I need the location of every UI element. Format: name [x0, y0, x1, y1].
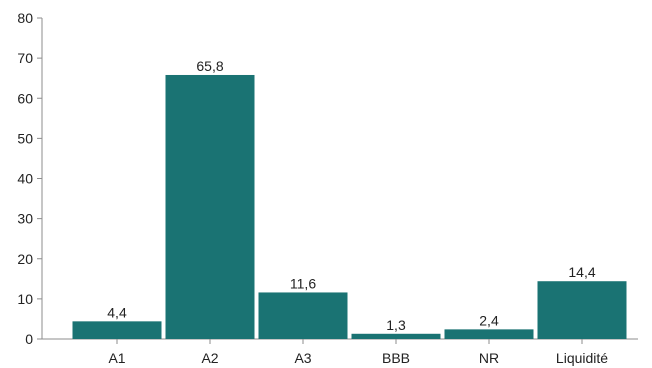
bar-a3 [258, 292, 348, 339]
y-tick-label: 10 [17, 291, 33, 307]
y-tick-label: 40 [17, 171, 33, 187]
bar-liquidité [537, 281, 627, 339]
x-tick-label: BBB [382, 350, 410, 366]
x-tick-label: A1 [108, 350, 125, 366]
y-tick-label: 60 [17, 90, 33, 106]
y-tick-label: 70 [17, 50, 33, 66]
data-label: 4,4 [107, 304, 127, 320]
x-tick-label: A3 [294, 350, 311, 366]
x-tick-label: Liquidité [556, 350, 608, 366]
data-label: 11,6 [290, 275, 316, 291]
y-tick-label: 50 [17, 130, 33, 146]
y-tick-label: 30 [17, 211, 33, 227]
y-tick-label: 20 [17, 251, 33, 267]
x-tick-label: NR [479, 350, 499, 366]
y-axis: 0 10 20 30 40 50 60 70 80 [17, 10, 43, 347]
bars [72, 74, 627, 339]
bar-nr [444, 329, 534, 339]
bar-a2 [165, 74, 255, 339]
y-tick-label: 0 [25, 331, 33, 347]
data-label: 65,8 [196, 58, 223, 74]
bar-bbb [351, 333, 441, 339]
data-label: 14,4 [568, 264, 595, 280]
x-axis: A1 A2 A3 BBB NR Liquidité [42, 338, 638, 366]
x-tick-label: A2 [201, 350, 218, 366]
y-tick-label: 80 [17, 10, 33, 26]
data-labels: 4,4 65,8 11,6 1,3 2,4 14,4 [107, 58, 596, 333]
data-label: 1,3 [386, 317, 406, 333]
bar-a1 [72, 321, 162, 339]
data-label: 2,4 [479, 312, 499, 328]
